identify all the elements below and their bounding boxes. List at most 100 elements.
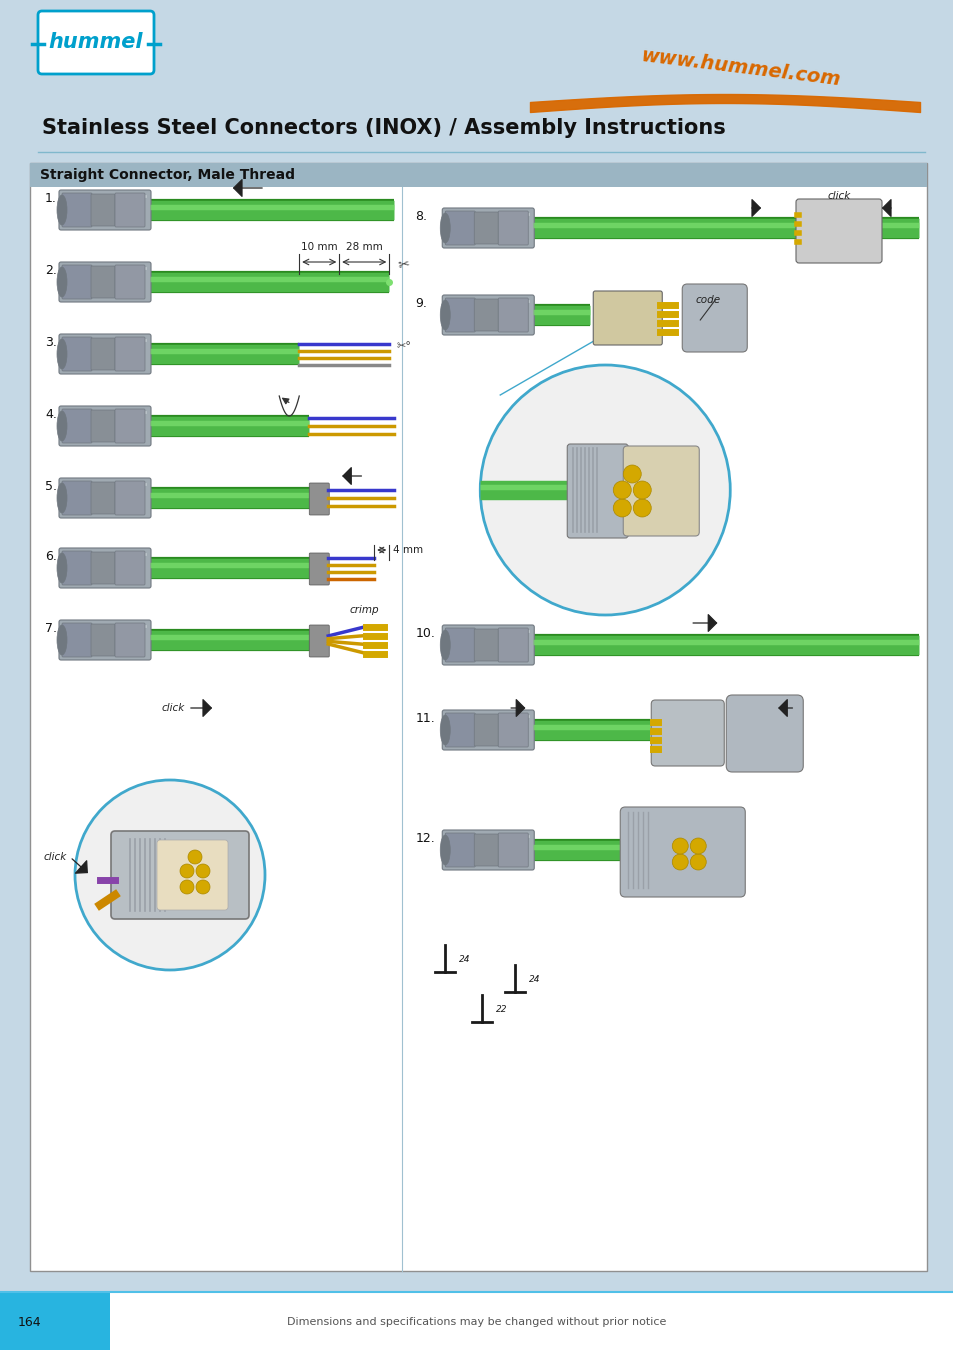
FancyBboxPatch shape (442, 296, 534, 335)
FancyBboxPatch shape (91, 266, 115, 298)
Circle shape (180, 864, 193, 878)
FancyBboxPatch shape (62, 338, 91, 371)
FancyBboxPatch shape (497, 833, 528, 867)
Text: hummel: hummel (49, 32, 143, 53)
Ellipse shape (57, 625, 67, 655)
FancyBboxPatch shape (309, 625, 329, 657)
Text: 28 mm: 28 mm (346, 242, 382, 252)
FancyBboxPatch shape (309, 483, 329, 514)
Text: crimp: crimp (349, 605, 379, 616)
FancyBboxPatch shape (445, 713, 475, 747)
FancyBboxPatch shape (442, 208, 534, 248)
Ellipse shape (439, 716, 450, 745)
FancyBboxPatch shape (445, 211, 475, 244)
FancyBboxPatch shape (59, 262, 151, 302)
FancyBboxPatch shape (62, 193, 91, 227)
Circle shape (622, 464, 640, 483)
FancyBboxPatch shape (442, 625, 534, 666)
FancyBboxPatch shape (681, 284, 746, 352)
Ellipse shape (57, 410, 67, 441)
FancyBboxPatch shape (115, 265, 145, 298)
FancyBboxPatch shape (91, 194, 115, 225)
FancyBboxPatch shape (91, 482, 115, 514)
FancyBboxPatch shape (622, 446, 699, 536)
Text: 4.: 4. (45, 408, 57, 421)
FancyBboxPatch shape (474, 629, 497, 662)
FancyBboxPatch shape (497, 713, 528, 747)
FancyBboxPatch shape (593, 292, 661, 346)
Circle shape (75, 780, 265, 971)
Text: 22: 22 (496, 1006, 507, 1014)
Circle shape (672, 855, 687, 869)
Text: 4 mm: 4 mm (393, 545, 423, 555)
Text: 24: 24 (529, 976, 540, 984)
FancyBboxPatch shape (115, 551, 145, 585)
FancyBboxPatch shape (59, 190, 151, 230)
FancyBboxPatch shape (474, 212, 497, 244)
FancyBboxPatch shape (725, 695, 802, 772)
Text: 2.: 2. (45, 265, 57, 277)
FancyBboxPatch shape (111, 832, 249, 919)
FancyBboxPatch shape (38, 11, 153, 74)
Ellipse shape (439, 213, 450, 243)
Ellipse shape (57, 267, 67, 297)
FancyBboxPatch shape (115, 409, 145, 443)
Text: click: click (162, 703, 185, 713)
Text: code: code (695, 296, 720, 305)
Circle shape (672, 838, 687, 855)
Text: ✂°: ✂° (395, 342, 411, 351)
FancyBboxPatch shape (115, 481, 145, 514)
FancyBboxPatch shape (445, 833, 475, 867)
Bar (0, 1293, 953, 1350)
FancyBboxPatch shape (91, 338, 115, 370)
Text: ✂: ✂ (396, 258, 411, 273)
Circle shape (195, 880, 210, 894)
FancyBboxPatch shape (115, 338, 145, 371)
Circle shape (195, 864, 210, 878)
Bar (30, 163, 926, 188)
FancyBboxPatch shape (62, 265, 91, 298)
Circle shape (690, 838, 705, 855)
FancyBboxPatch shape (445, 628, 475, 662)
Text: 9.: 9. (415, 297, 427, 310)
FancyBboxPatch shape (619, 807, 744, 896)
Text: Dimensions and specifications may be changed without prior notice: Dimensions and specifications may be cha… (287, 1318, 666, 1327)
FancyBboxPatch shape (59, 478, 151, 518)
Circle shape (690, 855, 705, 869)
FancyBboxPatch shape (59, 620, 151, 660)
Circle shape (633, 481, 651, 500)
Text: 24: 24 (458, 956, 470, 964)
Text: 12.: 12. (415, 832, 435, 845)
FancyBboxPatch shape (59, 333, 151, 374)
FancyBboxPatch shape (442, 710, 534, 751)
Ellipse shape (57, 483, 67, 513)
FancyBboxPatch shape (91, 624, 115, 656)
Ellipse shape (57, 339, 67, 369)
Text: Stainless Steel Connectors (INOX) / Assembly Instructions: Stainless Steel Connectors (INOX) / Asse… (42, 117, 725, 138)
FancyBboxPatch shape (445, 298, 475, 332)
FancyBboxPatch shape (62, 551, 91, 585)
Ellipse shape (439, 836, 450, 865)
FancyBboxPatch shape (91, 552, 115, 585)
Circle shape (188, 850, 202, 864)
FancyBboxPatch shape (62, 481, 91, 514)
FancyBboxPatch shape (309, 554, 329, 585)
Ellipse shape (57, 194, 67, 225)
Circle shape (613, 500, 631, 517)
FancyBboxPatch shape (497, 298, 528, 332)
Circle shape (633, 500, 651, 517)
FancyBboxPatch shape (497, 628, 528, 662)
Ellipse shape (439, 300, 450, 329)
Ellipse shape (57, 554, 67, 583)
Bar (0, 0, 953, 155)
Text: click: click (44, 852, 67, 863)
FancyBboxPatch shape (115, 622, 145, 657)
FancyBboxPatch shape (157, 840, 228, 910)
FancyBboxPatch shape (62, 409, 91, 443)
FancyBboxPatch shape (474, 834, 497, 865)
FancyBboxPatch shape (795, 198, 882, 263)
Circle shape (479, 364, 729, 616)
Text: 10.: 10. (415, 626, 435, 640)
FancyBboxPatch shape (567, 444, 628, 539)
Ellipse shape (439, 630, 450, 660)
